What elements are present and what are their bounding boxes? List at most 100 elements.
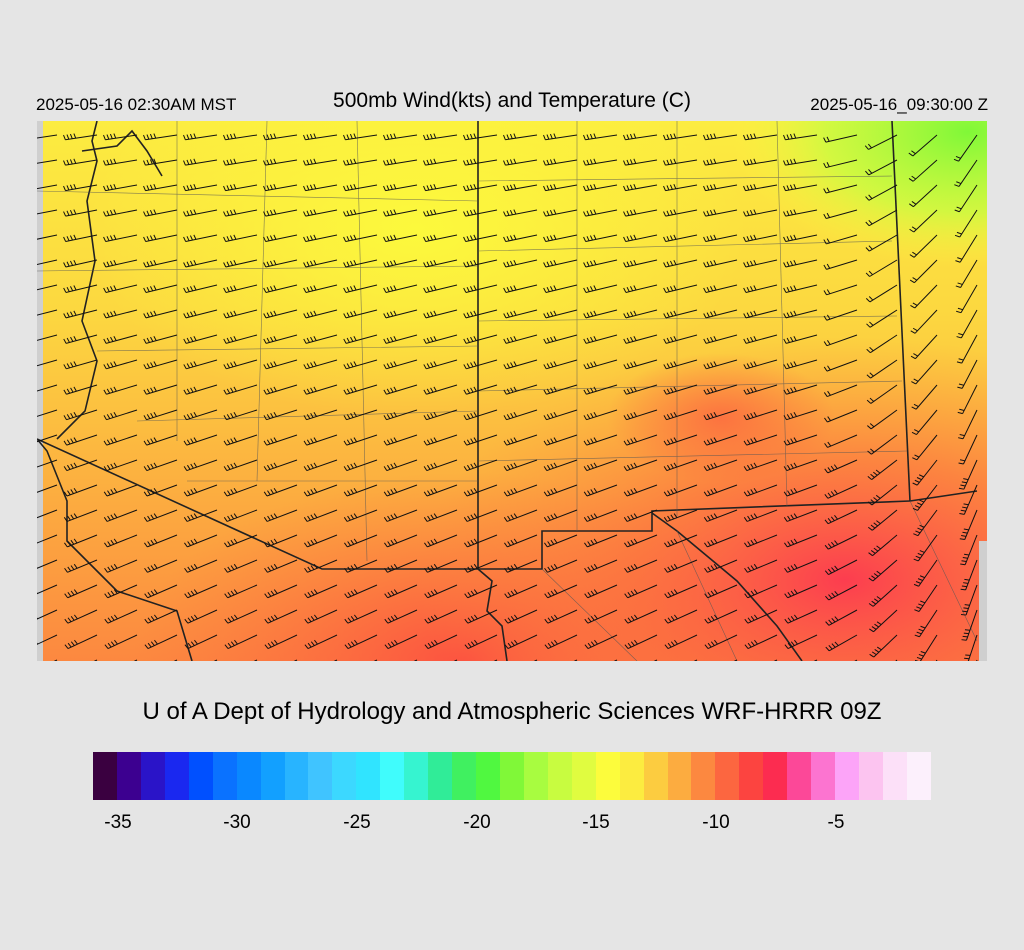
wind-barb xyxy=(703,484,738,497)
wind-barb xyxy=(583,334,618,344)
wind-barb xyxy=(37,209,58,215)
wind-barb xyxy=(624,609,658,624)
wind-barb xyxy=(784,559,818,573)
wind-barb xyxy=(143,234,178,243)
wind-barb xyxy=(343,509,378,522)
wind-barb xyxy=(103,158,138,166)
wind-barb xyxy=(824,509,858,525)
wind-barb xyxy=(960,534,978,566)
wind-barb xyxy=(544,634,578,650)
wind-barb xyxy=(37,234,58,240)
colorbar-swatch xyxy=(643,752,668,800)
wind-barb xyxy=(910,334,938,360)
wind-barb xyxy=(423,259,458,268)
wind-barb xyxy=(423,234,458,243)
wind-barb xyxy=(583,484,618,497)
wind-barb xyxy=(623,234,658,243)
wind-barb xyxy=(304,609,338,624)
wind-barb xyxy=(183,384,218,395)
wind-barb xyxy=(183,434,218,446)
wind-barb xyxy=(703,384,738,395)
wind-barb xyxy=(63,409,98,421)
wind-barb xyxy=(423,209,458,217)
wind-barb xyxy=(223,359,258,370)
map-title: 500mb Wind(kts) and Temperature (C) xyxy=(333,89,691,112)
wind-barb xyxy=(663,309,698,319)
wind-barb xyxy=(37,509,58,519)
colorbar-swatch xyxy=(739,752,764,800)
wind-barb xyxy=(823,309,858,321)
wind-barb xyxy=(63,434,98,446)
wind-barb xyxy=(383,409,418,421)
wind-barb xyxy=(544,559,578,573)
colorbar-swatch xyxy=(260,752,285,800)
wind-barb xyxy=(143,158,178,166)
wind-barb xyxy=(424,559,458,573)
wind-barb xyxy=(463,209,498,217)
wind-barb xyxy=(783,509,818,522)
wind-barb xyxy=(744,559,778,573)
wind-barb xyxy=(623,334,658,344)
colorbar-swatch xyxy=(595,752,620,800)
wind-barb xyxy=(37,134,58,139)
wind-barb xyxy=(383,359,418,370)
wind-barb xyxy=(464,559,498,573)
wind-barb xyxy=(383,183,418,192)
wind-barb xyxy=(37,184,58,190)
wind-barb xyxy=(263,334,298,344)
wind-barb xyxy=(584,634,618,650)
wind-barb xyxy=(623,309,658,319)
wind-barb xyxy=(825,609,858,626)
wind-barb xyxy=(784,634,818,650)
wind-barb xyxy=(223,234,258,243)
wind-barb xyxy=(913,534,938,562)
wind-barb xyxy=(143,409,178,421)
wind-barb xyxy=(343,409,378,421)
wind-barb xyxy=(957,359,978,389)
colorbar-swatch xyxy=(332,752,357,800)
wind-barb xyxy=(867,484,898,506)
colorbar-swatch xyxy=(116,752,141,800)
wind-barb xyxy=(583,259,618,268)
wind-barb xyxy=(504,559,538,573)
wind-barb xyxy=(184,634,218,650)
wind-barb xyxy=(263,509,298,522)
wind-barb xyxy=(464,609,498,624)
wind-barb xyxy=(63,484,98,497)
wind-barb xyxy=(223,484,258,497)
wind-barb xyxy=(663,158,698,166)
wind-barb xyxy=(543,158,578,166)
wind-barb xyxy=(304,559,338,573)
wind-barb xyxy=(103,133,138,141)
wind-barb xyxy=(304,634,338,650)
wind-barb xyxy=(264,559,298,573)
colorbar-swatch xyxy=(93,752,117,800)
colorbar-swatch xyxy=(164,752,189,800)
wind-barb xyxy=(384,609,418,624)
wind-barb xyxy=(543,234,578,243)
wind-barb xyxy=(544,584,578,599)
wind-barb xyxy=(37,159,58,164)
wind-barb xyxy=(343,259,378,268)
wind-barb xyxy=(583,384,618,395)
wind-barb xyxy=(63,459,98,472)
wind-barb xyxy=(223,158,258,166)
wind-barb xyxy=(463,309,498,319)
wind-barb xyxy=(223,334,258,344)
wind-barb xyxy=(543,459,578,472)
colorbar-tick-label: -15 xyxy=(582,812,610,833)
wind-barb xyxy=(583,183,618,192)
wind-barb xyxy=(423,158,458,166)
wind-barb xyxy=(37,459,58,468)
colorbar-swatch xyxy=(882,752,907,800)
wind-barb xyxy=(623,359,658,370)
wind-barb xyxy=(303,259,338,268)
wind-barb xyxy=(914,609,938,638)
wind-barb xyxy=(703,133,738,141)
wind-barb xyxy=(503,259,538,268)
wind-barb xyxy=(823,184,858,194)
wind-barb xyxy=(383,234,418,243)
wind-barb xyxy=(703,183,738,192)
wind-barb xyxy=(909,209,938,233)
wind-barb xyxy=(223,209,258,217)
